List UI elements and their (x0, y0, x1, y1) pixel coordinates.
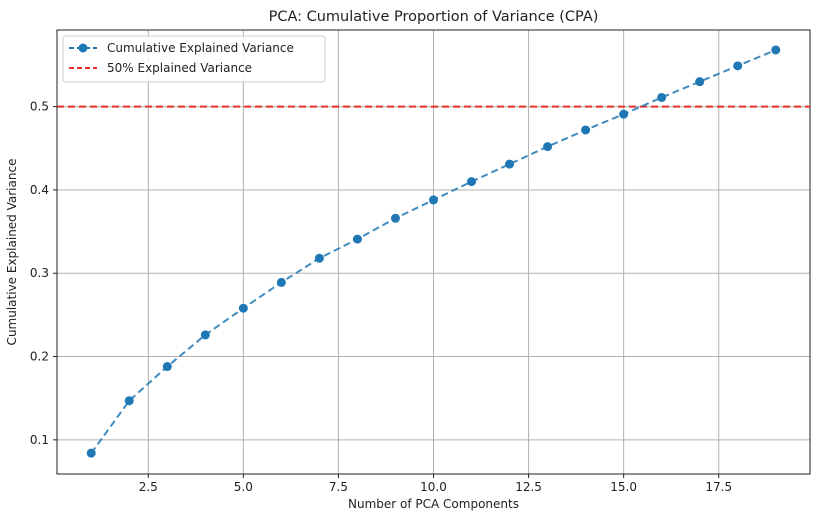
y-axis: 0.1 0.2 0.3 0.4 0.5 (30, 100, 57, 447)
x-tick-label: 17.5 (705, 480, 732, 494)
data-point (200, 330, 210, 340)
y-axis-label: Cumulative Explained Variance (5, 159, 19, 346)
x-tick-label: 10.0 (420, 480, 447, 494)
chart-title: PCA: Cumulative Proportion of Variance (… (269, 9, 599, 25)
legend: Cumulative Explained Variance 50% Explai… (62, 35, 326, 83)
data-point (657, 92, 667, 102)
data-point (276, 277, 286, 287)
legend-marker-cumulative (78, 43, 88, 53)
y-tick-label: 0.4 (30, 183, 49, 197)
data-point (733, 61, 743, 71)
data-point (619, 109, 629, 119)
data-point (162, 362, 172, 372)
y-tick-label: 0.2 (30, 350, 49, 364)
data-point (124, 396, 134, 406)
x-tick-label: 2.5 (139, 480, 158, 494)
x-tick-label: 7.5 (329, 480, 348, 494)
y-tick-label: 0.3 (30, 266, 49, 280)
x-axis-label: Number of PCA Components (348, 497, 519, 511)
data-point (390, 213, 400, 223)
y-tick-label: 0.5 (30, 100, 49, 114)
series-layer (86, 45, 781, 458)
x-tick-label: 15.0 (610, 480, 637, 494)
data-point (505, 159, 515, 169)
x-axis: 2.5 5.0 7.5 10.0 12.5 15.0 17.5 (139, 474, 732, 494)
data-point (238, 303, 248, 313)
data-point (314, 253, 324, 263)
x-tick-label: 12.5 (515, 480, 542, 494)
legend-label-threshold: 50% Explained Variance (107, 61, 252, 75)
data-point (467, 177, 477, 187)
data-point (86, 448, 96, 458)
data-point (543, 142, 553, 152)
grid (57, 30, 810, 474)
data-point (429, 195, 438, 205)
x-tick-label: 5.0 (234, 480, 253, 494)
legend-box (62, 35, 326, 83)
legend-label-cumulative: Cumulative Explained Variance (107, 41, 294, 55)
data-point (771, 45, 781, 55)
data-point (695, 77, 705, 87)
data-point (581, 125, 591, 135)
data-point (352, 234, 362, 244)
y-tick-label: 0.1 (30, 433, 49, 447)
